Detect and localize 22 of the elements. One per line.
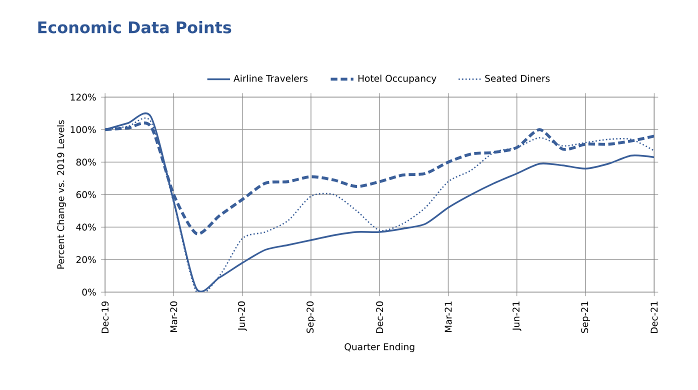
x-tick-label: Jun-20 (238, 301, 247, 331)
x-tick-label: Dec-21 (650, 302, 658, 334)
y-axis-title: Percent Change vs. 2019 Levels (57, 120, 66, 269)
y-tick-label: 40% (76, 224, 96, 231)
y-tick-label: 0% (82, 288, 96, 296)
x-tick-label: Dec-20 (376, 301, 384, 334)
y-tick-label: 20% (76, 256, 96, 264)
x-tick-label: Dec-19 (102, 301, 109, 334)
x-tick-label: Mar-21 (444, 302, 452, 332)
x-tick-label: Mar-20 (170, 301, 178, 332)
x-axis-title: Quarter Ending (344, 343, 414, 352)
y-tick-label: 100% (70, 126, 96, 134)
x-tick-label: Jun-21 (512, 302, 522, 331)
legend-label: Hotel Occupancy (358, 74, 436, 84)
x-tick-label: Sep-20 (306, 301, 316, 333)
x-tick-label: Sep-21 (581, 302, 590, 333)
y-tick-label: 80% (76, 158, 96, 166)
legend-label: Seated Diners (485, 74, 550, 82)
y-tick-label: 120% (70, 94, 96, 101)
y-tick-label: 60% (76, 191, 96, 198)
legend-label: Airline Travelers (234, 74, 308, 82)
chart-title: Economic Data Points (38, 21, 232, 34)
